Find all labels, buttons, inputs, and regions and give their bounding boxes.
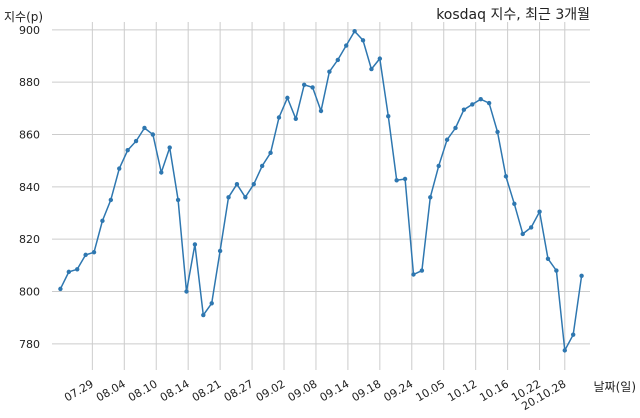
data-point <box>159 170 164 175</box>
x-tick-label: 08.27 <box>222 377 256 404</box>
data-point <box>285 95 290 101</box>
x-tick-label: 08.21 <box>190 377 224 404</box>
data-point <box>117 166 122 171</box>
data-point <box>352 28 357 34</box>
x-tick-label: 09.24 <box>382 377 416 404</box>
x-tick-label: 09.18 <box>350 377 384 404</box>
chart-title: kosdaq 지수, 최근 3개월 <box>436 7 590 23</box>
data-point <box>402 176 408 182</box>
grid <box>52 22 590 370</box>
y-tick-label: 900 <box>19 24 40 37</box>
data-point <box>335 57 341 63</box>
data-point <box>386 113 391 119</box>
data-point <box>318 108 324 114</box>
series-line <box>59 29 583 353</box>
data-point <box>453 125 458 131</box>
data-point <box>528 225 534 230</box>
data-point <box>226 195 231 200</box>
data-point <box>570 332 576 337</box>
data-point <box>58 286 63 292</box>
data-point <box>537 209 542 214</box>
data-point <box>419 268 425 273</box>
data-point <box>251 182 256 187</box>
x-tick-label: 07.29 <box>62 377 96 404</box>
y-axis-ticks: 780 800 820 840 860 880 900 <box>19 24 40 351</box>
data-point <box>428 195 433 200</box>
data-point <box>167 145 172 150</box>
data-point <box>75 267 80 272</box>
data-point <box>545 256 551 261</box>
y-axis-label: 지수(p) <box>4 10 44 24</box>
data-point <box>562 348 567 353</box>
y-tick-label: 880 <box>19 76 40 89</box>
data-point <box>91 250 97 255</box>
data-point <box>461 107 467 112</box>
data-point <box>259 163 265 169</box>
x-tick-label: 10.16 <box>477 377 511 404</box>
data-point <box>243 195 248 200</box>
data-point <box>301 82 307 87</box>
series <box>58 28 584 353</box>
data-point <box>495 129 500 135</box>
data-point <box>411 272 416 277</box>
data-point <box>217 248 223 254</box>
x-tick-label: 08.04 <box>94 377 128 404</box>
y-tick-label: 860 <box>19 129 40 142</box>
data-point <box>66 269 72 275</box>
x-tick-label: 09.14 <box>318 377 352 404</box>
data-point <box>201 312 206 318</box>
data-point <box>377 56 383 61</box>
data-point <box>133 138 139 144</box>
data-point <box>192 242 198 247</box>
data-point <box>486 100 492 106</box>
data-point <box>579 273 584 279</box>
data-point <box>554 268 559 273</box>
x-tick-label: 10.12 <box>445 377 479 404</box>
data-point <box>150 132 156 137</box>
x-tick-label: 09.08 <box>286 377 320 404</box>
data-point <box>125 148 130 153</box>
y-tick-label: 780 <box>19 338 40 351</box>
data-point <box>108 197 114 203</box>
data-point <box>276 115 282 120</box>
data-point <box>184 289 189 294</box>
data-point <box>268 150 273 156</box>
data-point <box>100 218 105 224</box>
data-point <box>142 125 147 131</box>
data-point <box>369 66 374 72</box>
x-tick-label: 08.10 <box>126 377 160 404</box>
data-point <box>310 85 315 90</box>
data-point <box>327 69 332 74</box>
data-point <box>83 252 88 258</box>
data-point <box>394 178 399 183</box>
x-tick-label: 09.02 <box>254 377 288 404</box>
y-tick-label: 820 <box>19 233 40 246</box>
data-point <box>293 116 298 122</box>
data-point <box>209 301 214 306</box>
data-point <box>444 137 450 142</box>
data-point <box>520 231 525 237</box>
data-point <box>360 38 366 43</box>
data-point <box>470 102 475 107</box>
data-point <box>512 201 517 207</box>
x-tick-label: 08.14 <box>158 377 192 404</box>
data-point <box>175 197 181 203</box>
data-point <box>234 182 240 187</box>
data-point <box>503 174 509 179</box>
x-axis-label: 날짜(일) <box>593 380 636 394</box>
y-tick-label: 800 <box>19 286 40 299</box>
data-point <box>478 96 483 102</box>
data-point <box>436 163 441 169</box>
x-tick-label: 10.05 <box>413 377 447 404</box>
y-tick-label: 840 <box>19 181 40 194</box>
data-point <box>344 43 349 48</box>
x-axis-ticks: 07.2908.0408.1008.1408.2108.2709.0209.08… <box>62 377 568 413</box>
